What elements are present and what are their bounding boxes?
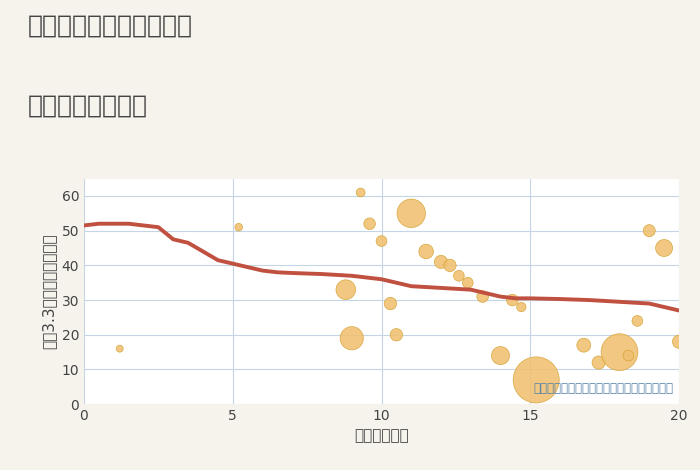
Point: [385, 300, 396, 307]
Point: [364, 220, 375, 227]
X-axis label: 駅距離（分）: 駅距離（分）: [354, 429, 409, 444]
Point: [444, 262, 456, 269]
Point: [507, 296, 518, 304]
Point: [495, 352, 506, 360]
Point: [644, 227, 655, 235]
Text: 奈良県奈良市下三条町の: 奈良県奈良市下三条町の: [28, 14, 193, 38]
Point: [346, 335, 357, 342]
Point: [659, 244, 670, 252]
Point: [233, 223, 244, 231]
Point: [673, 338, 685, 345]
Point: [516, 303, 527, 311]
Text: 円の大きさは、取引のあった物件面積を示す: 円の大きさは、取引のあった物件面積を示す: [533, 382, 673, 395]
Point: [406, 210, 417, 217]
Point: [614, 348, 625, 356]
Point: [578, 341, 589, 349]
Y-axis label: 坪（3.3㎡）単価（万円）: 坪（3.3㎡）単価（万円）: [41, 234, 56, 349]
Point: [593, 359, 604, 366]
Point: [462, 279, 473, 287]
Point: [632, 317, 643, 325]
Point: [531, 376, 542, 384]
Point: [355, 189, 366, 196]
Point: [376, 237, 387, 245]
Text: 駅距離別土地価格: 駅距離別土地価格: [28, 94, 148, 118]
Point: [477, 293, 489, 300]
Point: [340, 286, 351, 293]
Point: [435, 258, 447, 266]
Point: [623, 352, 634, 360]
Point: [454, 272, 465, 280]
Point: [421, 248, 432, 255]
Point: [391, 331, 402, 338]
Point: [114, 345, 125, 352]
